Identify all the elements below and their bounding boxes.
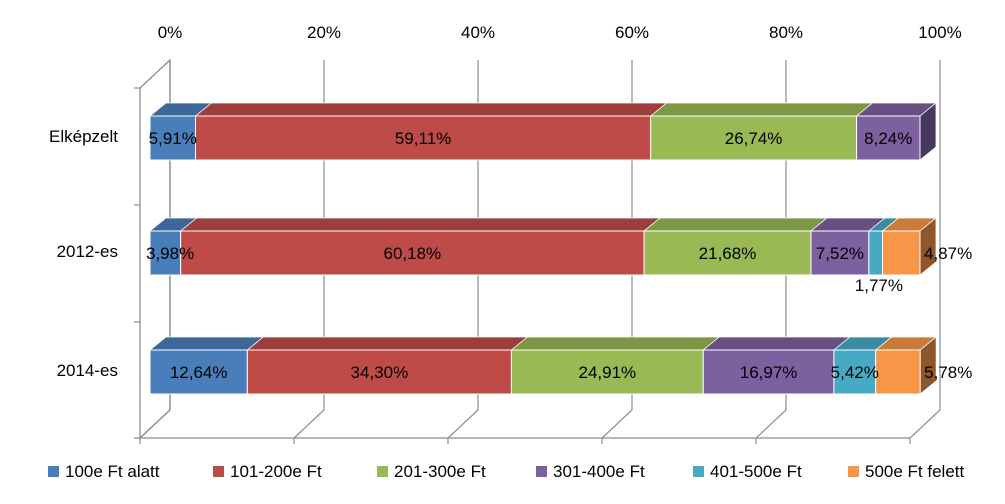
x-tick-label: 0% bbox=[158, 23, 183, 42]
bar-segment bbox=[810, 230, 870, 276]
category-label: 2012-es bbox=[57, 242, 118, 261]
bar-top-face bbox=[246, 336, 529, 351]
bar-segment bbox=[856, 115, 921, 161]
bar-segment bbox=[875, 349, 921, 395]
x-tick-labels: 0% 20% 40% 60% 80% 100% bbox=[158, 23, 962, 42]
data-label: 7,52% bbox=[816, 244, 864, 263]
bar-group bbox=[148, 102, 938, 161]
bar-segment bbox=[195, 115, 652, 161]
legend-label: 100e Ft alatt bbox=[65, 462, 160, 481]
x-tick-label: 80% bbox=[769, 23, 803, 42]
x-tick-label: 100% bbox=[918, 23, 961, 42]
legend-item: 101-200e Ft bbox=[213, 462, 322, 481]
bar-top-face bbox=[148, 336, 265, 351]
legend-swatch bbox=[693, 466, 704, 477]
data-label: 59,11% bbox=[395, 129, 451, 148]
legend-swatch bbox=[377, 466, 388, 477]
legend-label: 101-200e Ft bbox=[230, 462, 322, 481]
category-label: Elképzelt bbox=[49, 127, 118, 146]
legend-item: 500e Ft felett bbox=[848, 462, 965, 481]
data-label: 4,87% bbox=[924, 244, 972, 263]
bar-top-face bbox=[179, 217, 662, 232]
legend-item: 301-400e Ft bbox=[536, 462, 645, 481]
bar-group bbox=[148, 217, 938, 276]
legend-item: 100e Ft alatt bbox=[48, 462, 160, 481]
x-tick-label: 40% bbox=[461, 23, 495, 42]
legend-swatch bbox=[48, 466, 59, 477]
bar-segment bbox=[149, 349, 248, 395]
bar-segment bbox=[180, 230, 645, 276]
bar-segment bbox=[868, 230, 884, 276]
bar-segment bbox=[149, 230, 182, 276]
bar-segment bbox=[246, 349, 512, 395]
data-label: 24,91% bbox=[579, 363, 637, 382]
data-label: 5,42% bbox=[831, 363, 879, 382]
legend-label: 500e Ft felett bbox=[865, 462, 965, 481]
bar-segment bbox=[882, 230, 921, 276]
legend-label: 401-500e Ft bbox=[710, 462, 802, 481]
data-label: 5,91% bbox=[149, 129, 197, 148]
bars bbox=[148, 102, 938, 395]
data-label: 1,77% bbox=[855, 276, 903, 295]
legend-label: 201-300e Ft bbox=[394, 462, 486, 481]
legend-label: 301-400e Ft bbox=[553, 462, 645, 481]
data-label: 3,98% bbox=[146, 244, 194, 263]
data-label: 26,74% bbox=[725, 129, 783, 148]
bar-top-face bbox=[510, 336, 721, 351]
category-labels: Elképzelt 2012-es 2014-es bbox=[49, 127, 118, 380]
data-label: 8,24% bbox=[864, 129, 912, 148]
data-label: 34,30% bbox=[351, 363, 409, 382]
legend-swatch bbox=[848, 466, 859, 477]
data-label: 5,78% bbox=[924, 363, 972, 382]
bar-top-face bbox=[194, 102, 668, 117]
data-label: 16,97% bbox=[740, 363, 798, 382]
legend: 100e Ft alatt 101-200e Ft 201-300e Ft 301-4… bbox=[48, 462, 965, 481]
bar-top-face bbox=[702, 336, 852, 351]
data-label: 60,18% bbox=[384, 244, 442, 263]
data-labels: 5,91% 59,11% 26,74% 8,24% 3,98% 60,18% 21,68% 7… bbox=[146, 129, 972, 382]
x-tick-label: 60% bbox=[615, 23, 649, 42]
gridline bbox=[909, 60, 941, 444]
bar-group bbox=[148, 336, 938, 395]
legend-swatch bbox=[213, 466, 224, 477]
x-tick-label: 20% bbox=[307, 23, 341, 42]
legend-swatch bbox=[536, 466, 547, 477]
bar-top-face bbox=[649, 102, 874, 117]
bar-segment bbox=[702, 349, 835, 395]
data-label: 21,68% bbox=[699, 244, 757, 263]
legend-item: 201-300e Ft bbox=[377, 462, 486, 481]
data-label: 12,64% bbox=[170, 363, 228, 382]
category-label: 2014-es bbox=[57, 361, 118, 380]
bar-segment bbox=[650, 115, 858, 161]
bar-segment bbox=[833, 349, 877, 395]
legend-item: 401-500e Ft bbox=[693, 462, 802, 481]
bar-top-face bbox=[642, 217, 829, 232]
bar-segment bbox=[643, 230, 812, 276]
bar-segment bbox=[510, 349, 704, 395]
